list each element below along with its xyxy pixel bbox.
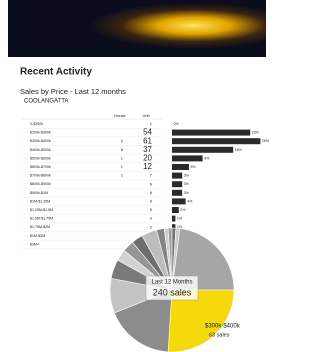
bar-label: 2% xyxy=(180,208,186,212)
bar-label: 3% xyxy=(184,191,190,195)
price-range: $600k-$700k xyxy=(30,165,51,169)
house-count: 1 xyxy=(121,173,124,178)
bar-label: 1% xyxy=(177,217,183,221)
unit-count: 1 xyxy=(150,121,153,126)
unit-count: 3 xyxy=(150,216,153,221)
bar xyxy=(172,130,250,136)
bar-label: 4% xyxy=(187,199,193,203)
price-range: $1.75M-$2M xyxy=(30,225,50,229)
bar-label: 9% xyxy=(204,156,210,160)
bar xyxy=(172,216,175,222)
bar xyxy=(172,207,179,213)
unit-count: 5 xyxy=(150,207,153,212)
header-image xyxy=(8,0,266,57)
unit-count: 12 xyxy=(143,162,152,171)
highlight-value: 63 sales xyxy=(209,332,230,338)
highlight-label: $300k-$400k xyxy=(205,324,241,330)
page: Recent Activity Sales by Price - Last 12… xyxy=(0,0,274,352)
price-range: $1M-$1.25M xyxy=(30,199,50,203)
chart-title: Sales by Price - Last 12 months xyxy=(20,87,126,96)
bar-label: 3% xyxy=(184,174,190,178)
bar xyxy=(172,147,233,153)
price-range: $200k-$300k xyxy=(30,131,51,135)
house-count: 1 xyxy=(121,164,124,169)
suburb: COOLANGATTA xyxy=(24,99,68,105)
bar xyxy=(172,190,182,196)
bar-label: 5% xyxy=(191,165,197,169)
bar xyxy=(172,164,189,170)
bar-label: 3% xyxy=(184,182,190,186)
price-range: $400k-$500k xyxy=(30,148,51,152)
bar xyxy=(172,173,182,179)
price-range: $3M+ xyxy=(30,242,39,246)
center-title: Last 12 Months xyxy=(151,280,192,286)
price-range: $2M-$3M xyxy=(30,234,45,238)
bar xyxy=(172,198,186,204)
house-count: 2 xyxy=(121,138,124,143)
unit-count: 8 xyxy=(150,190,153,195)
house-count: 6 xyxy=(121,147,124,152)
bar xyxy=(172,155,203,161)
price-range: $700k-$800k xyxy=(30,174,51,178)
bar-label: 18% xyxy=(235,148,243,152)
bar xyxy=(172,138,260,144)
bar xyxy=(172,181,182,187)
price-range: $800k-$900k xyxy=(30,182,51,186)
house-count: 1 xyxy=(121,155,124,160)
price-range: $1.25M-$1.5M xyxy=(30,208,53,212)
center-value: 240 sales xyxy=(153,287,192,297)
column-header: Unit xyxy=(142,113,150,118)
price-range: $300k-$400k xyxy=(30,139,51,143)
unit-count: 2 xyxy=(150,224,153,229)
unit-count: 6 xyxy=(150,181,153,186)
unit-count: 7 xyxy=(150,173,153,178)
column-header: House xyxy=(114,113,126,118)
price-range: 0-$200k xyxy=(30,122,43,126)
bar-label: 23% xyxy=(252,131,260,135)
price-range: $1.5M-$1.75M xyxy=(30,217,53,221)
price-range: $500k-$600k xyxy=(30,156,51,160)
unit-count: 9 xyxy=(150,198,153,203)
bar-label: 26% xyxy=(262,139,270,143)
price-range: $900k-$1M xyxy=(30,191,48,195)
section-title: Recent Activity xyxy=(20,67,92,78)
bar-label: 0% xyxy=(174,122,180,126)
